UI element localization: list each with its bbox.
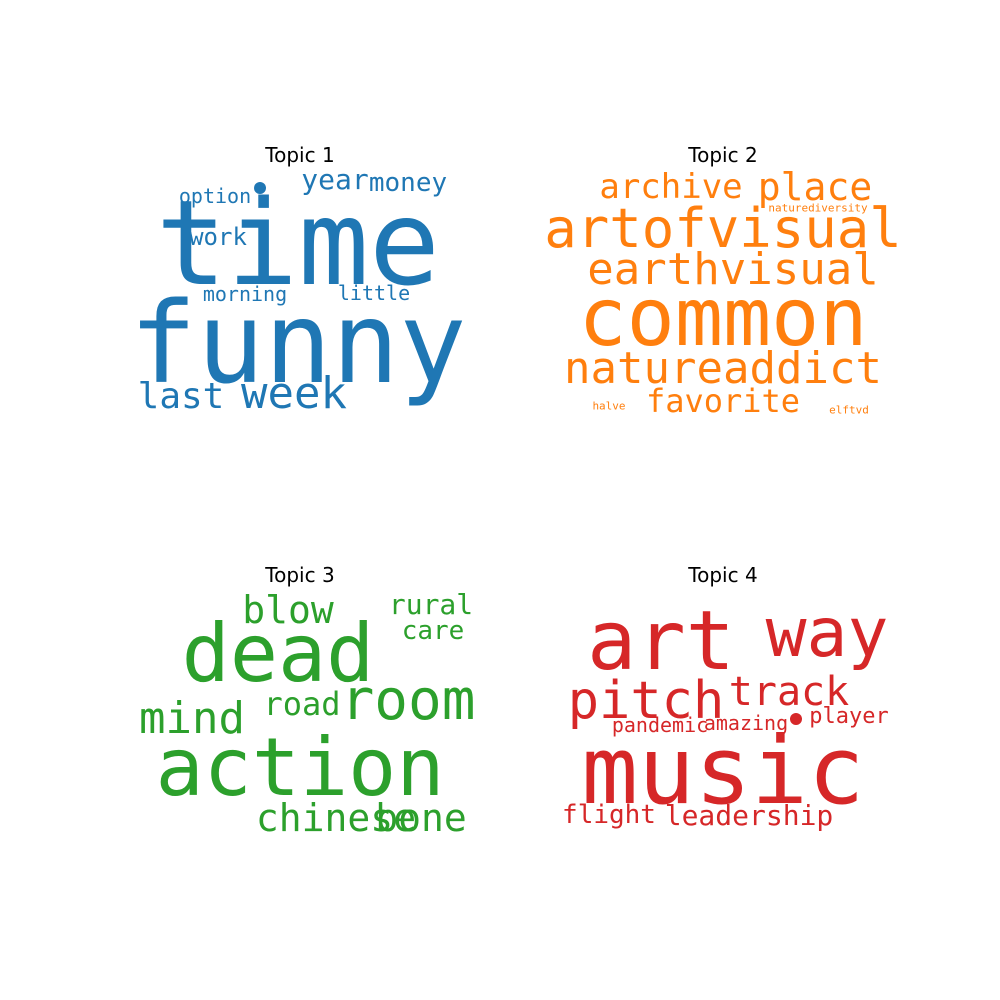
word-week: week [241, 368, 347, 419]
word-earthvisual: earthvisual [587, 244, 879, 295]
word-road: road [263, 685, 341, 723]
word-halve: halve [592, 399, 626, 413]
panel-title: Topic 3 [265, 563, 335, 587]
word-naturediversity: naturediversity [768, 201, 868, 215]
word-chinese: chinese [255, 796, 417, 840]
word-leadership: leadership [664, 799, 834, 832]
word-amazing: amazing [703, 711, 789, 735]
word-flight: flight [562, 800, 656, 830]
word-pitch: pitch [567, 671, 725, 731]
panel-title: Topic 4 [688, 563, 758, 587]
word-time: time [155, 174, 441, 312]
word-artofvisual: artofvisual [544, 197, 902, 260]
word-common: common [578, 271, 868, 364]
word-blow: blow [242, 588, 334, 632]
word-dead: dead [181, 607, 375, 700]
word-player: player [809, 704, 889, 729]
word-room: room [340, 668, 476, 733]
dot-mark [254, 182, 266, 194]
word-year: year [301, 163, 369, 196]
word-bone: bone [375, 796, 467, 840]
word-action: action [155, 721, 445, 814]
word-money: money [368, 168, 448, 198]
word-mind: mind [139, 693, 245, 744]
word-elftvd: elftvd [829, 403, 869, 417]
word-pandemic: pandemic [611, 713, 709, 737]
word-funny: funny [129, 279, 467, 409]
word-favorite: favorite [645, 382, 801, 420]
dot-mark [790, 713, 802, 725]
word-last: last [137, 376, 225, 417]
panel-title: Topic 1 [265, 143, 335, 167]
word-art: art [586, 594, 736, 689]
word-work: work [189, 223, 247, 251]
word-morning: morning [202, 282, 288, 306]
word-natureaddict: natureaddict [564, 343, 882, 394]
word-archive: archive [599, 167, 743, 207]
word-little: little [337, 281, 411, 305]
word-place: place [757, 165, 873, 209]
word-option: option [178, 184, 252, 208]
panel-title: Topic 2 [688, 143, 758, 167]
word-way: way [765, 594, 889, 673]
word-track: track [728, 669, 850, 715]
word-rural: rural [388, 588, 474, 621]
word-care: care [401, 616, 465, 646]
word-music: music [581, 717, 865, 826]
